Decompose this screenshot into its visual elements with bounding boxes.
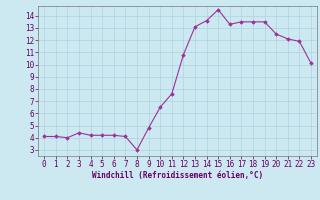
X-axis label: Windchill (Refroidissement éolien,°C): Windchill (Refroidissement éolien,°C) (92, 171, 263, 180)
